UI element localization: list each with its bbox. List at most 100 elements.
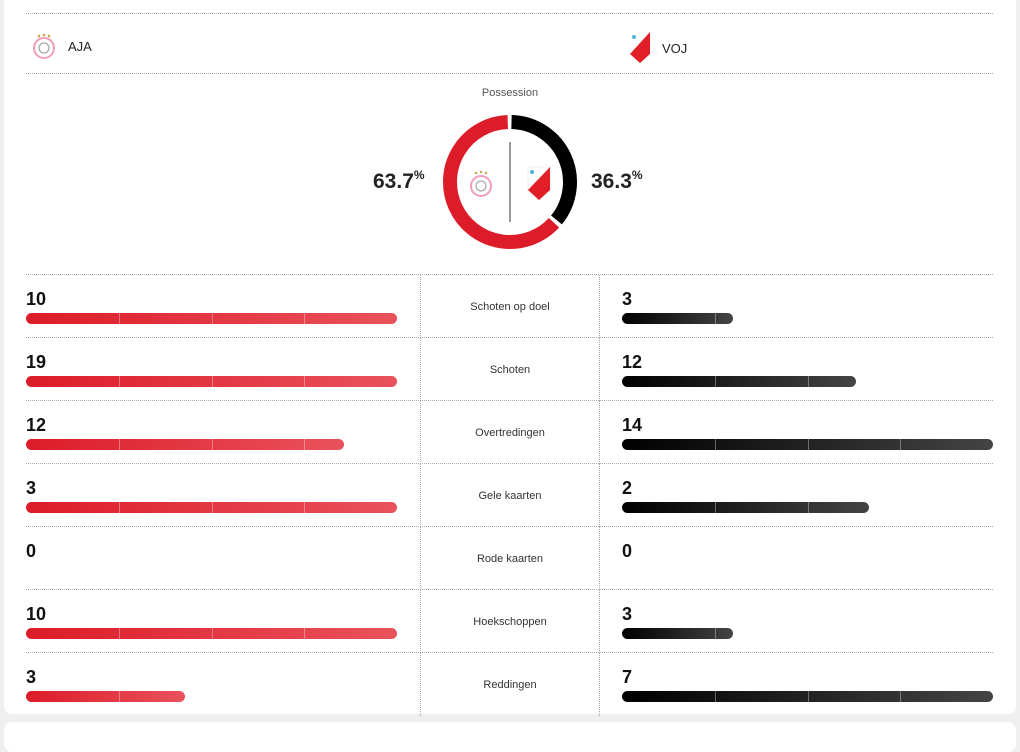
bar-tick [715, 439, 716, 450]
percent-sign: % [413, 168, 425, 182]
stat-row: 19 Schoten 12 [26, 337, 993, 401]
away-team: VOJ [628, 32, 687, 64]
match-stats-card [4, 0, 1016, 714]
away-stat-value: 7 [622, 667, 633, 687]
home-stat-bar [26, 313, 397, 324]
stat-row: 10 Schoten op doel 3 [26, 274, 993, 338]
bar-tick [715, 691, 716, 702]
bar-ticks [26, 439, 344, 450]
stat-label: Schoten [420, 338, 600, 401]
home-stat-bar [26, 502, 397, 513]
possession-title: Possession [481, 87, 539, 99]
home-stat-value: 19 [26, 352, 47, 372]
away-possession-value: 36.3 [591, 170, 632, 193]
divider [26, 73, 993, 74]
home-stat-bar [26, 691, 185, 702]
away-stat-value: 12 [622, 352, 643, 372]
away-stat-bar [622, 376, 856, 387]
bar-tick [808, 439, 809, 450]
bar-tick [715, 628, 716, 639]
home-stat-value: 12 [26, 415, 47, 435]
bar-ticks [26, 691, 185, 702]
bar-tick [808, 502, 809, 513]
next-card [4, 722, 1016, 752]
possession-donut [443, 115, 577, 249]
stat-label: Schoten op doel [420, 275, 600, 338]
vojvodina-logo-icon [527, 166, 551, 201]
ajax-logo-icon [33, 33, 55, 59]
bar-ticks [622, 691, 993, 702]
home-possession-value: 63.7 [373, 170, 414, 193]
home-stat-value: 3 [26, 667, 37, 687]
bar-tick [900, 691, 901, 702]
away-stat-value: 3 [622, 604, 633, 624]
away-stat-bar [622, 313, 733, 324]
away-stat-value: 14 [622, 415, 643, 435]
percent-sign: % [631, 168, 643, 182]
bar-tick [212, 376, 213, 387]
home-team: AJA [30, 32, 92, 60]
home-stat-value: 3 [26, 478, 37, 498]
bar-tick [119, 439, 120, 450]
home-stat-bar [26, 376, 397, 387]
bar-ticks [26, 628, 397, 639]
bar-ticks [622, 628, 733, 639]
stat-label: Overtredingen [420, 401, 600, 464]
stat-row: 3 Gele kaarten 2 [26, 463, 993, 527]
stat-row: 3 Reddingen 7 [26, 652, 993, 716]
bar-ticks [622, 502, 869, 513]
away-stat-value: 0 [622, 541, 633, 561]
bar-ticks [622, 439, 993, 450]
away-stat-bar [622, 502, 869, 513]
bar-tick [212, 439, 213, 450]
home-stat-value: 0 [26, 541, 37, 561]
home-stat-bar [26, 628, 397, 639]
stat-row: 12 Overtredingen 14 [26, 400, 993, 464]
bar-tick [119, 313, 120, 324]
stat-row: 0 Rode kaarten 0 [26, 526, 993, 590]
away-possession-arc [511, 115, 577, 225]
bar-tick [119, 628, 120, 639]
home-possession-arc [443, 115, 560, 249]
home-team-abbr: AJA [68, 38, 92, 54]
bar-ticks [622, 313, 733, 324]
bar-tick [715, 502, 716, 513]
bar-ticks [26, 313, 397, 324]
bar-tick [119, 691, 120, 702]
bar-tick [715, 313, 716, 324]
home-stat-bar [26, 439, 344, 450]
bar-tick [212, 313, 213, 324]
bar-tick [212, 502, 213, 513]
bar-tick [304, 628, 305, 639]
bar-tick [304, 439, 305, 450]
stat-label: Hoekschoppen [420, 590, 600, 653]
bar-tick [119, 376, 120, 387]
away-team-abbr: VOJ [662, 40, 688, 56]
away-possession: 36.3% [591, 168, 643, 194]
bar-tick [212, 628, 213, 639]
away-stat-bar [622, 439, 993, 450]
away-stat-bar [622, 628, 733, 639]
stat-label: Reddingen [420, 653, 600, 716]
bar-ticks [26, 376, 397, 387]
vojvodina-logo-icon [630, 32, 650, 63]
ajax-logo-icon [470, 170, 492, 197]
bar-tick [304, 502, 305, 513]
away-stat-bar [622, 691, 993, 702]
home-stat-value: 10 [26, 289, 47, 309]
bar-tick [808, 376, 809, 387]
divider [26, 13, 993, 14]
bar-tick [304, 376, 305, 387]
bar-ticks [26, 502, 397, 513]
stat-label: Rode kaarten [420, 527, 600, 590]
bar-tick [808, 691, 809, 702]
bar-tick [900, 439, 901, 450]
home-possession: 63.7% [373, 168, 425, 194]
away-stat-value: 3 [622, 289, 633, 309]
bar-ticks [622, 376, 856, 387]
bar-tick [119, 502, 120, 513]
away-stat-value: 2 [622, 478, 633, 498]
home-stat-value: 10 [26, 604, 47, 624]
bar-tick [304, 313, 305, 324]
bar-tick [715, 376, 716, 387]
